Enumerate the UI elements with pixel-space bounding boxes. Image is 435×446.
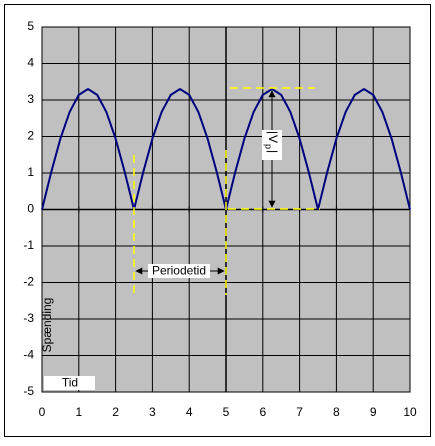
x-tick-label: 5 [223, 405, 230, 419]
peak-label-box [262, 130, 282, 160]
y-tick-label: -5 [23, 384, 34, 398]
y-tick-label: 1 [27, 165, 34, 179]
x-tick-label: 3 [149, 405, 156, 419]
y-tick-label: -1 [23, 238, 34, 252]
peak-label: | V p | [264, 131, 280, 153]
x-tick-label: 10 [403, 405, 417, 419]
y-tick-label: 2 [27, 129, 34, 143]
y-tick-label: -2 [23, 275, 34, 289]
y-tick-label: 3 [27, 92, 34, 106]
x-tick-label: 7 [296, 405, 303, 419]
peak-bar: | [266, 150, 280, 153]
period-label: Periodetid [152, 264, 206, 278]
period-label-box [148, 264, 210, 278]
y-tick-label: -3 [23, 311, 34, 325]
x-tick-label: 8 [333, 405, 340, 419]
x-axis-label: Tid [62, 376, 78, 390]
x-tick-label: 6 [259, 405, 266, 419]
x-tick-label: 4 [186, 405, 193, 419]
y-tick-label: 5 [27, 19, 34, 33]
plot-area: -5 -4 -3 -2 -1 0 1 2 3 4 5 0 1 2 3 4 5 6 7 8 9 10 [23, 19, 417, 419]
y-tick-label: -4 [23, 348, 34, 362]
peak-bar: | [266, 131, 280, 134]
x-tick-label: 9 [370, 405, 377, 419]
y-axis-label: Spænding [40, 298, 54, 353]
x-tick-label: 1 [75, 405, 82, 419]
y-tick-label: 4 [27, 56, 34, 70]
y-tick-label: 0 [27, 202, 34, 216]
x-tick-label: 2 [112, 405, 119, 419]
x-tick-label: 0 [39, 405, 46, 419]
x-label-box [44, 376, 95, 390]
annotations: Periodetid | V p | [133, 87, 320, 295]
peak-symbol: V [266, 135, 280, 143]
peak-subscript: p [264, 144, 274, 149]
